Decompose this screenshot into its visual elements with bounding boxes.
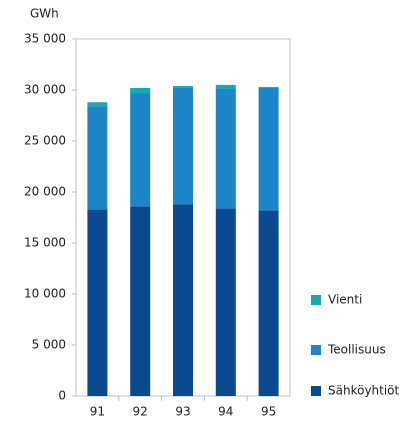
- bar-segment: [173, 87, 193, 205]
- bar-segment: [87, 102, 108, 107]
- x-tick-label: 91: [90, 405, 105, 419]
- bar-segment: [215, 208, 236, 396]
- legend-label: Vienti: [328, 293, 362, 307]
- bar-segment: [87, 209, 108, 396]
- y-tick-label: 25 000: [24, 134, 66, 148]
- bar-segment: [258, 87, 279, 211]
- bar-segment: [173, 204, 193, 396]
- bar-segment: [130, 87, 151, 94]
- legend-label: Sähköyhtiöt: [328, 384, 400, 398]
- x-tick-label: 95: [261, 405, 276, 419]
- legend-label: Teollisuus: [327, 343, 386, 357]
- legend-swatch: [311, 295, 321, 305]
- bar-segment: [215, 88, 236, 209]
- y-tick-label: 10 000: [24, 287, 66, 301]
- y-tick-label: 5 000: [32, 338, 66, 352]
- bar-segment: [130, 206, 151, 396]
- bar-segment: [130, 93, 151, 207]
- y-tick-label: 0: [58, 389, 66, 403]
- y-tick-label: 20 000: [24, 185, 66, 199]
- bar-segment: [87, 106, 108, 210]
- y-tick-label: 30 000: [24, 83, 66, 97]
- x-tick-label: 93: [175, 405, 190, 419]
- legend-swatch: [311, 345, 321, 355]
- x-tick-label: 94: [218, 405, 233, 419]
- x-tick-label: 92: [133, 405, 148, 419]
- y-tick-label: 35 000: [24, 32, 66, 46]
- bar-segment: [258, 86, 279, 88]
- bar-segment: [258, 210, 279, 396]
- y-tick-label: 15 000: [24, 236, 66, 250]
- bar-segment: [173, 85, 193, 88]
- y-axis-unit: GWh: [30, 7, 59, 21]
- legend-swatch: [311, 386, 321, 396]
- bar-segment: [215, 84, 236, 89]
